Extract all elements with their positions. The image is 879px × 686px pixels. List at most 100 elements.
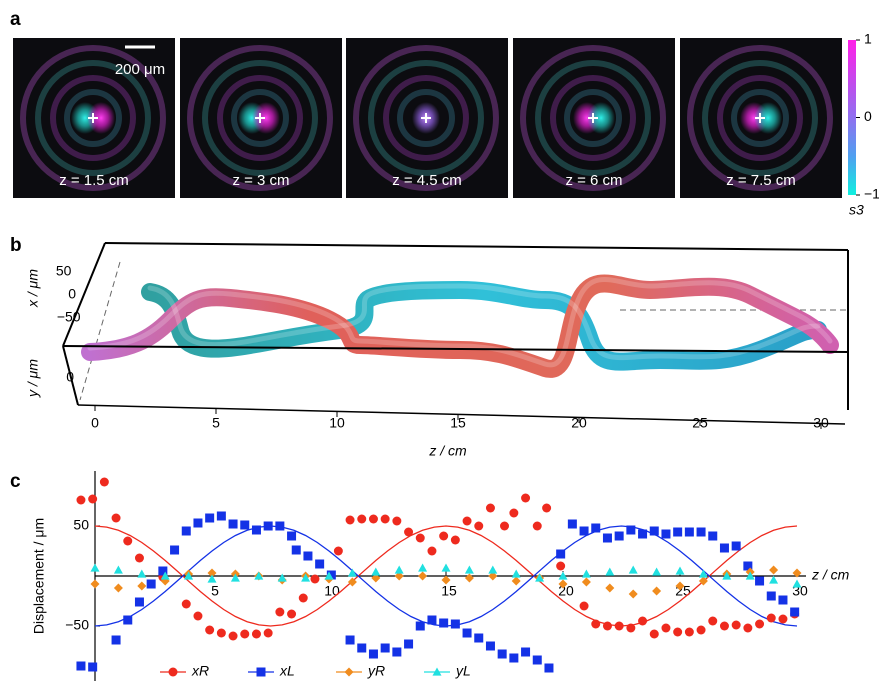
- point: [556, 550, 565, 559]
- point: [369, 515, 378, 524]
- point: [732, 621, 741, 630]
- colorbar-tick-label: −1: [864, 186, 879, 202]
- z-tick-label: 30: [813, 415, 829, 431]
- colorbar-tick-label: 1: [864, 31, 872, 47]
- point: [451, 536, 460, 545]
- colorbar-tick-label: 0: [864, 108, 872, 124]
- point: [369, 650, 378, 659]
- point: [147, 580, 156, 589]
- point: [315, 560, 324, 569]
- point: [720, 622, 729, 631]
- legend-marker: [345, 668, 354, 677]
- colorbar: [848, 40, 856, 195]
- point: [544, 664, 553, 673]
- point: [404, 528, 413, 537]
- point: [463, 517, 472, 526]
- point: [755, 577, 764, 586]
- point: [778, 596, 787, 605]
- point: [205, 514, 214, 523]
- point: [638, 530, 647, 539]
- point: [193, 612, 202, 621]
- point: [568, 520, 577, 529]
- point: [217, 512, 226, 521]
- point: [100, 478, 109, 487]
- legend-marker: [257, 668, 266, 677]
- point: [732, 542, 741, 551]
- z-tick-label: 20: [571, 415, 587, 431]
- point: [264, 629, 273, 638]
- point: [418, 564, 427, 572]
- point: [264, 522, 273, 531]
- axis-label: y / μm: [25, 359, 41, 398]
- point: [652, 587, 661, 596]
- point: [582, 570, 591, 578]
- x-tick-label: 5: [211, 583, 219, 599]
- point: [395, 566, 404, 574]
- point: [603, 622, 612, 631]
- x-tick-label: 0: [68, 286, 76, 302]
- point: [509, 654, 518, 663]
- point: [114, 584, 123, 593]
- point: [357, 515, 366, 524]
- point: [465, 566, 474, 574]
- point: [88, 663, 97, 672]
- panel-a: z = 1.5 cmz = 3 cmz = 4.5 cmz = 6 cmz = …: [13, 31, 879, 218]
- point: [310, 575, 319, 584]
- point: [650, 527, 659, 536]
- point: [137, 582, 146, 591]
- point: [697, 528, 706, 537]
- point: [629, 566, 638, 574]
- point: [603, 534, 612, 543]
- point: [418, 572, 427, 581]
- point: [392, 648, 401, 657]
- point: [486, 642, 495, 651]
- point: [512, 577, 521, 586]
- image-label: z = 1.5 cm: [59, 172, 129, 189]
- point: [371, 568, 380, 576]
- point: [629, 590, 638, 599]
- y-tick-label: 0: [66, 369, 74, 385]
- point: [542, 504, 551, 513]
- point: [439, 532, 448, 541]
- point: [381, 515, 390, 524]
- image-label: z = 4.5 cm: [392, 172, 462, 189]
- point: [685, 628, 694, 637]
- z-tick-label: 0: [91, 415, 99, 431]
- point: [650, 630, 659, 639]
- point: [137, 570, 146, 578]
- point: [465, 574, 474, 583]
- point: [205, 626, 214, 635]
- point: [287, 610, 296, 619]
- box-edge: [105, 243, 848, 250]
- z-tick-label: 15: [450, 415, 466, 431]
- point: [76, 662, 85, 671]
- point: [708, 532, 717, 541]
- point: [697, 626, 706, 635]
- point: [755, 620, 764, 629]
- y-tick-label: 50: [73, 517, 89, 533]
- panel-label: c: [10, 471, 21, 492]
- point: [556, 562, 565, 571]
- point: [521, 648, 530, 657]
- x-tick-label: 15: [441, 583, 457, 599]
- z-tick-label: 25: [692, 415, 708, 431]
- point: [673, 628, 682, 637]
- point: [193, 519, 202, 528]
- y-tick-label: −50: [65, 617, 89, 633]
- point: [580, 527, 589, 536]
- point: [638, 617, 647, 626]
- point: [114, 566, 123, 574]
- point: [229, 632, 238, 641]
- point: [287, 532, 296, 541]
- point: [252, 526, 261, 535]
- figure: a b c z = 1.5 cmz = 3 cmz = 4.5 cmz = 6 …: [0, 0, 879, 681]
- point: [790, 608, 799, 617]
- point: [533, 522, 542, 531]
- legend-label: yR: [367, 663, 385, 679]
- point: [769, 566, 778, 575]
- point: [626, 624, 635, 633]
- point: [182, 600, 191, 609]
- point: [112, 514, 121, 523]
- point: [416, 534, 425, 543]
- point: [720, 544, 729, 553]
